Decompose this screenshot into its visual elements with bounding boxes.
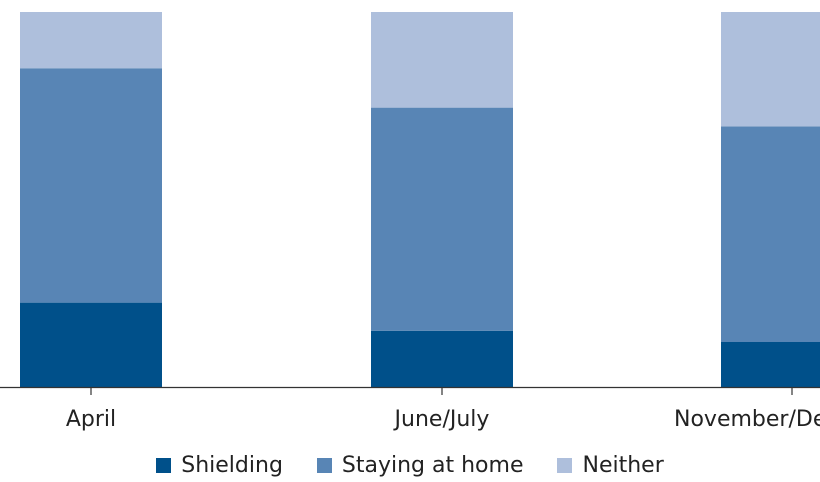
bars-group	[20, 12, 820, 387]
legend-label-neither: Neither	[582, 452, 664, 478]
legend-label-staying-at-home: Staying at home	[341, 452, 524, 478]
bar-november-december-staying-at-home	[721, 126, 820, 342]
legend-swatch-neither	[557, 457, 573, 473]
bar-november-december-neither	[721, 12, 820, 127]
x-tick-label-april: April	[66, 407, 116, 432]
legend-item-shielding: Shielding	[156, 453, 283, 478]
legend-swatch-staying-at-home	[316, 457, 332, 473]
x-tick-label-june-july: June/July	[393, 407, 490, 432]
bar-april-staying-at-home	[20, 68, 162, 303]
legend-label-shielding: Shielding	[181, 452, 283, 478]
legend: Shielding Staying at home Neither	[0, 448, 820, 482]
bar-june-july-shielding	[371, 330, 513, 387]
stacked-bar-chart: April June/July November/December	[0, 12, 820, 432]
bar-november-december-shielding	[721, 342, 820, 387]
bar-april-neither	[20, 12, 162, 69]
x-tick-label-november-december: November/December	[674, 407, 820, 432]
legend-item-staying-at-home: Staying at home	[316, 452, 524, 478]
bar-april-shielding	[20, 302, 162, 387]
bar-june-july-staying-at-home	[371, 107, 513, 331]
bar-june-july-neither	[371, 12, 513, 108]
x-axis: April June/July November/December	[0, 386, 820, 432]
legend-item-neither: Neither	[557, 452, 664, 478]
legend-swatch-shielding	[156, 457, 172, 473]
